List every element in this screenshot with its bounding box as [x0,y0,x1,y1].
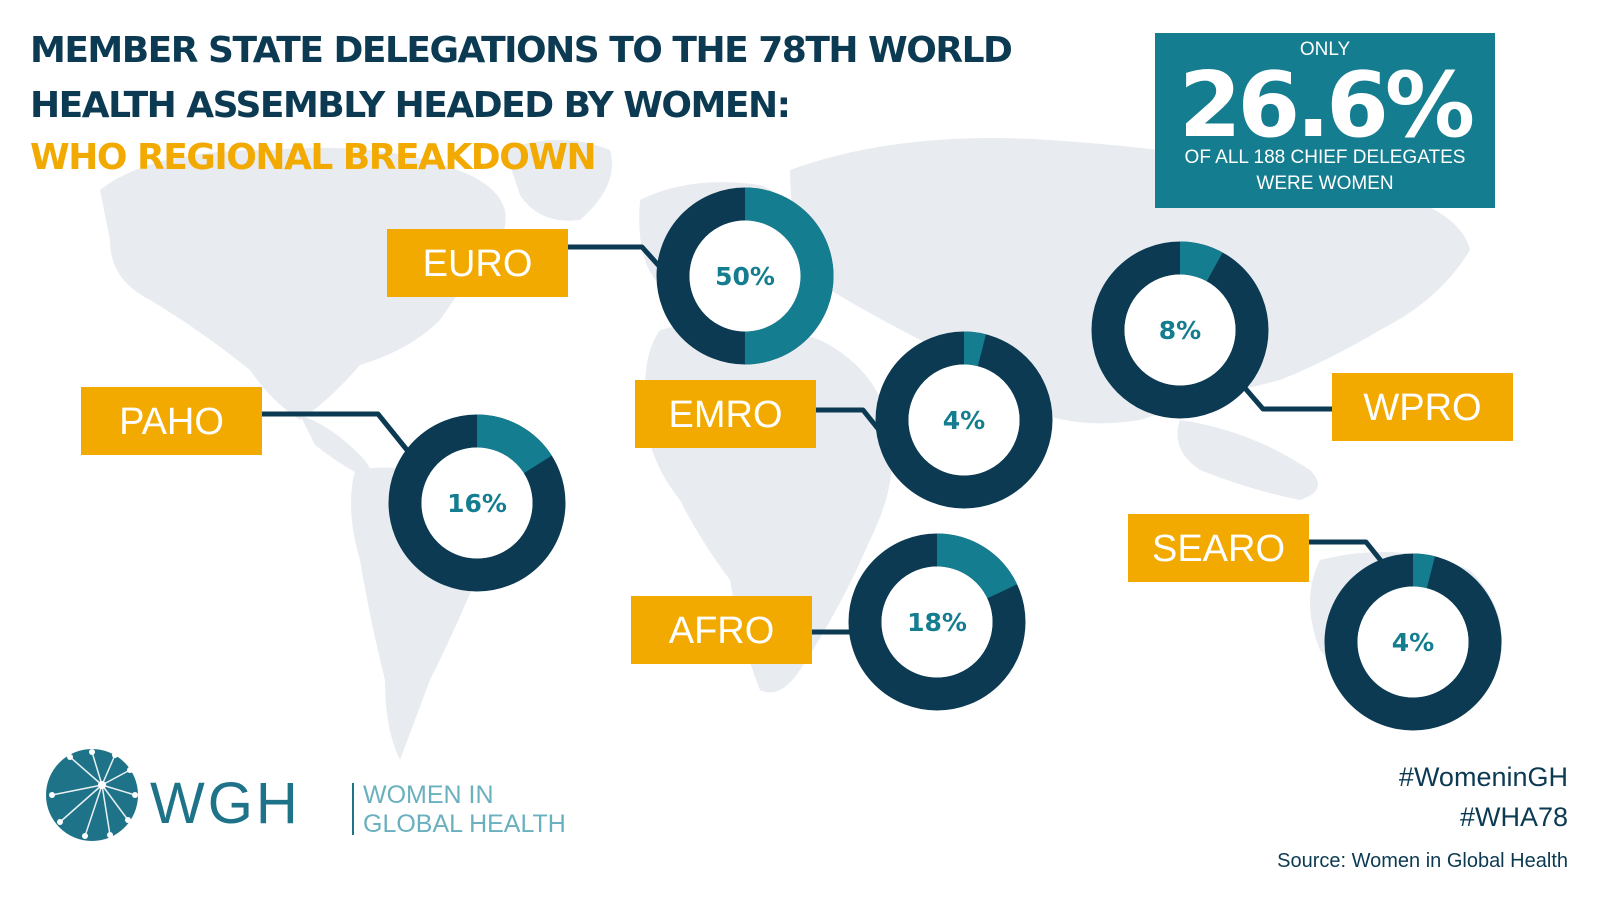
map-greenland [505,140,612,221]
donut-slice-emro [875,331,1053,509]
summary-caption-line-2: WERE WOMEN [1256,173,1394,194]
value-label-afro: 18% [907,608,967,637]
logo-name: WOMEN IN GLOBAL HEALTH [363,781,566,839]
hashtag-wha78: #WHA78 [1459,802,1568,832]
donut-slice-searo [1324,553,1502,731]
region-box-wpro [1332,373,1513,441]
summary-caption-line-1: OF ALL 188 CHIEF DELEGATES [1184,147,1466,168]
hashtag-womeningh: #WomeninGH [1398,762,1568,792]
logo-divider [352,783,354,835]
region-box-euro [387,229,568,297]
region-labels: EURO PAHO EMRO AFRO WPRO SEARO [81,229,1513,664]
region-box-paho [81,387,262,455]
connector-paho [262,411,409,452]
title-line-1: MEMBER STATE DELEGATIONS TO THE 78TH WOR… [30,30,1013,71]
value-label-wpro: 8% [1159,316,1201,345]
donut-hole-searo [1357,586,1469,698]
region-label-wpro: WPRO [1363,387,1481,429]
logo-abbreviation: WGH [150,771,301,836]
donut-charts: 50% 16% 4% 18% 8% 4% [388,187,1502,731]
summary-caption: OF ALL 188 CHIEF DELEGATES WERE WOMEN [1155,145,1495,197]
summary-stat-box: ONLY 26.6% OF ALL 188 CHIEF DELEGATES WE… [1155,33,1495,208]
subtitle: WHO REGIONAL BREAKDOWN [30,137,597,178]
donut-slice-euro [656,187,834,365]
map-central-america [300,415,372,480]
region-box-searo [1128,514,1309,582]
value-label-emro: 4% [943,406,985,435]
region-label-searo: SEARO [1152,528,1285,570]
donut-slice-paho [388,414,566,592]
region-label-euro: EURO [423,243,533,285]
donut-hole-emro [908,364,1020,476]
donut-hole-euro [689,220,801,332]
value-label-searo: 4% [1392,628,1434,657]
summary-value: 26.6% [1178,53,1475,158]
logo-name-line-1: WOMEN IN [363,781,494,809]
map-north-america [100,147,506,420]
region-label-paho: PAHO [119,401,224,443]
donut-slice-afro [848,533,1026,711]
logo-name-line-2: GLOBAL HEALTH [363,810,566,838]
donut-hole-wpro [1124,274,1236,386]
value-label-paho: 16% [447,489,507,518]
value-label-euro: 50% [715,262,775,291]
region-box-afro [631,596,812,664]
map-southeast-asia [1177,420,1318,500]
wgh-logo-icon [46,749,138,841]
summary-prefix: ONLY [1299,39,1351,60]
source-note: Source: Women in Global Health [1277,850,1568,872]
region-label-emro: EMRO [669,394,783,436]
connector-wpro [1236,378,1332,412]
donut-slice-wpro [1091,241,1269,419]
donut-hole-afro [881,566,993,678]
donut-hole-paho [421,447,533,559]
region-label-afro: AFRO [669,610,775,652]
region-box-emro [635,380,816,448]
title-line-2: HEALTH ASSEMBLY HEADED BY WOMEN: [30,85,791,126]
